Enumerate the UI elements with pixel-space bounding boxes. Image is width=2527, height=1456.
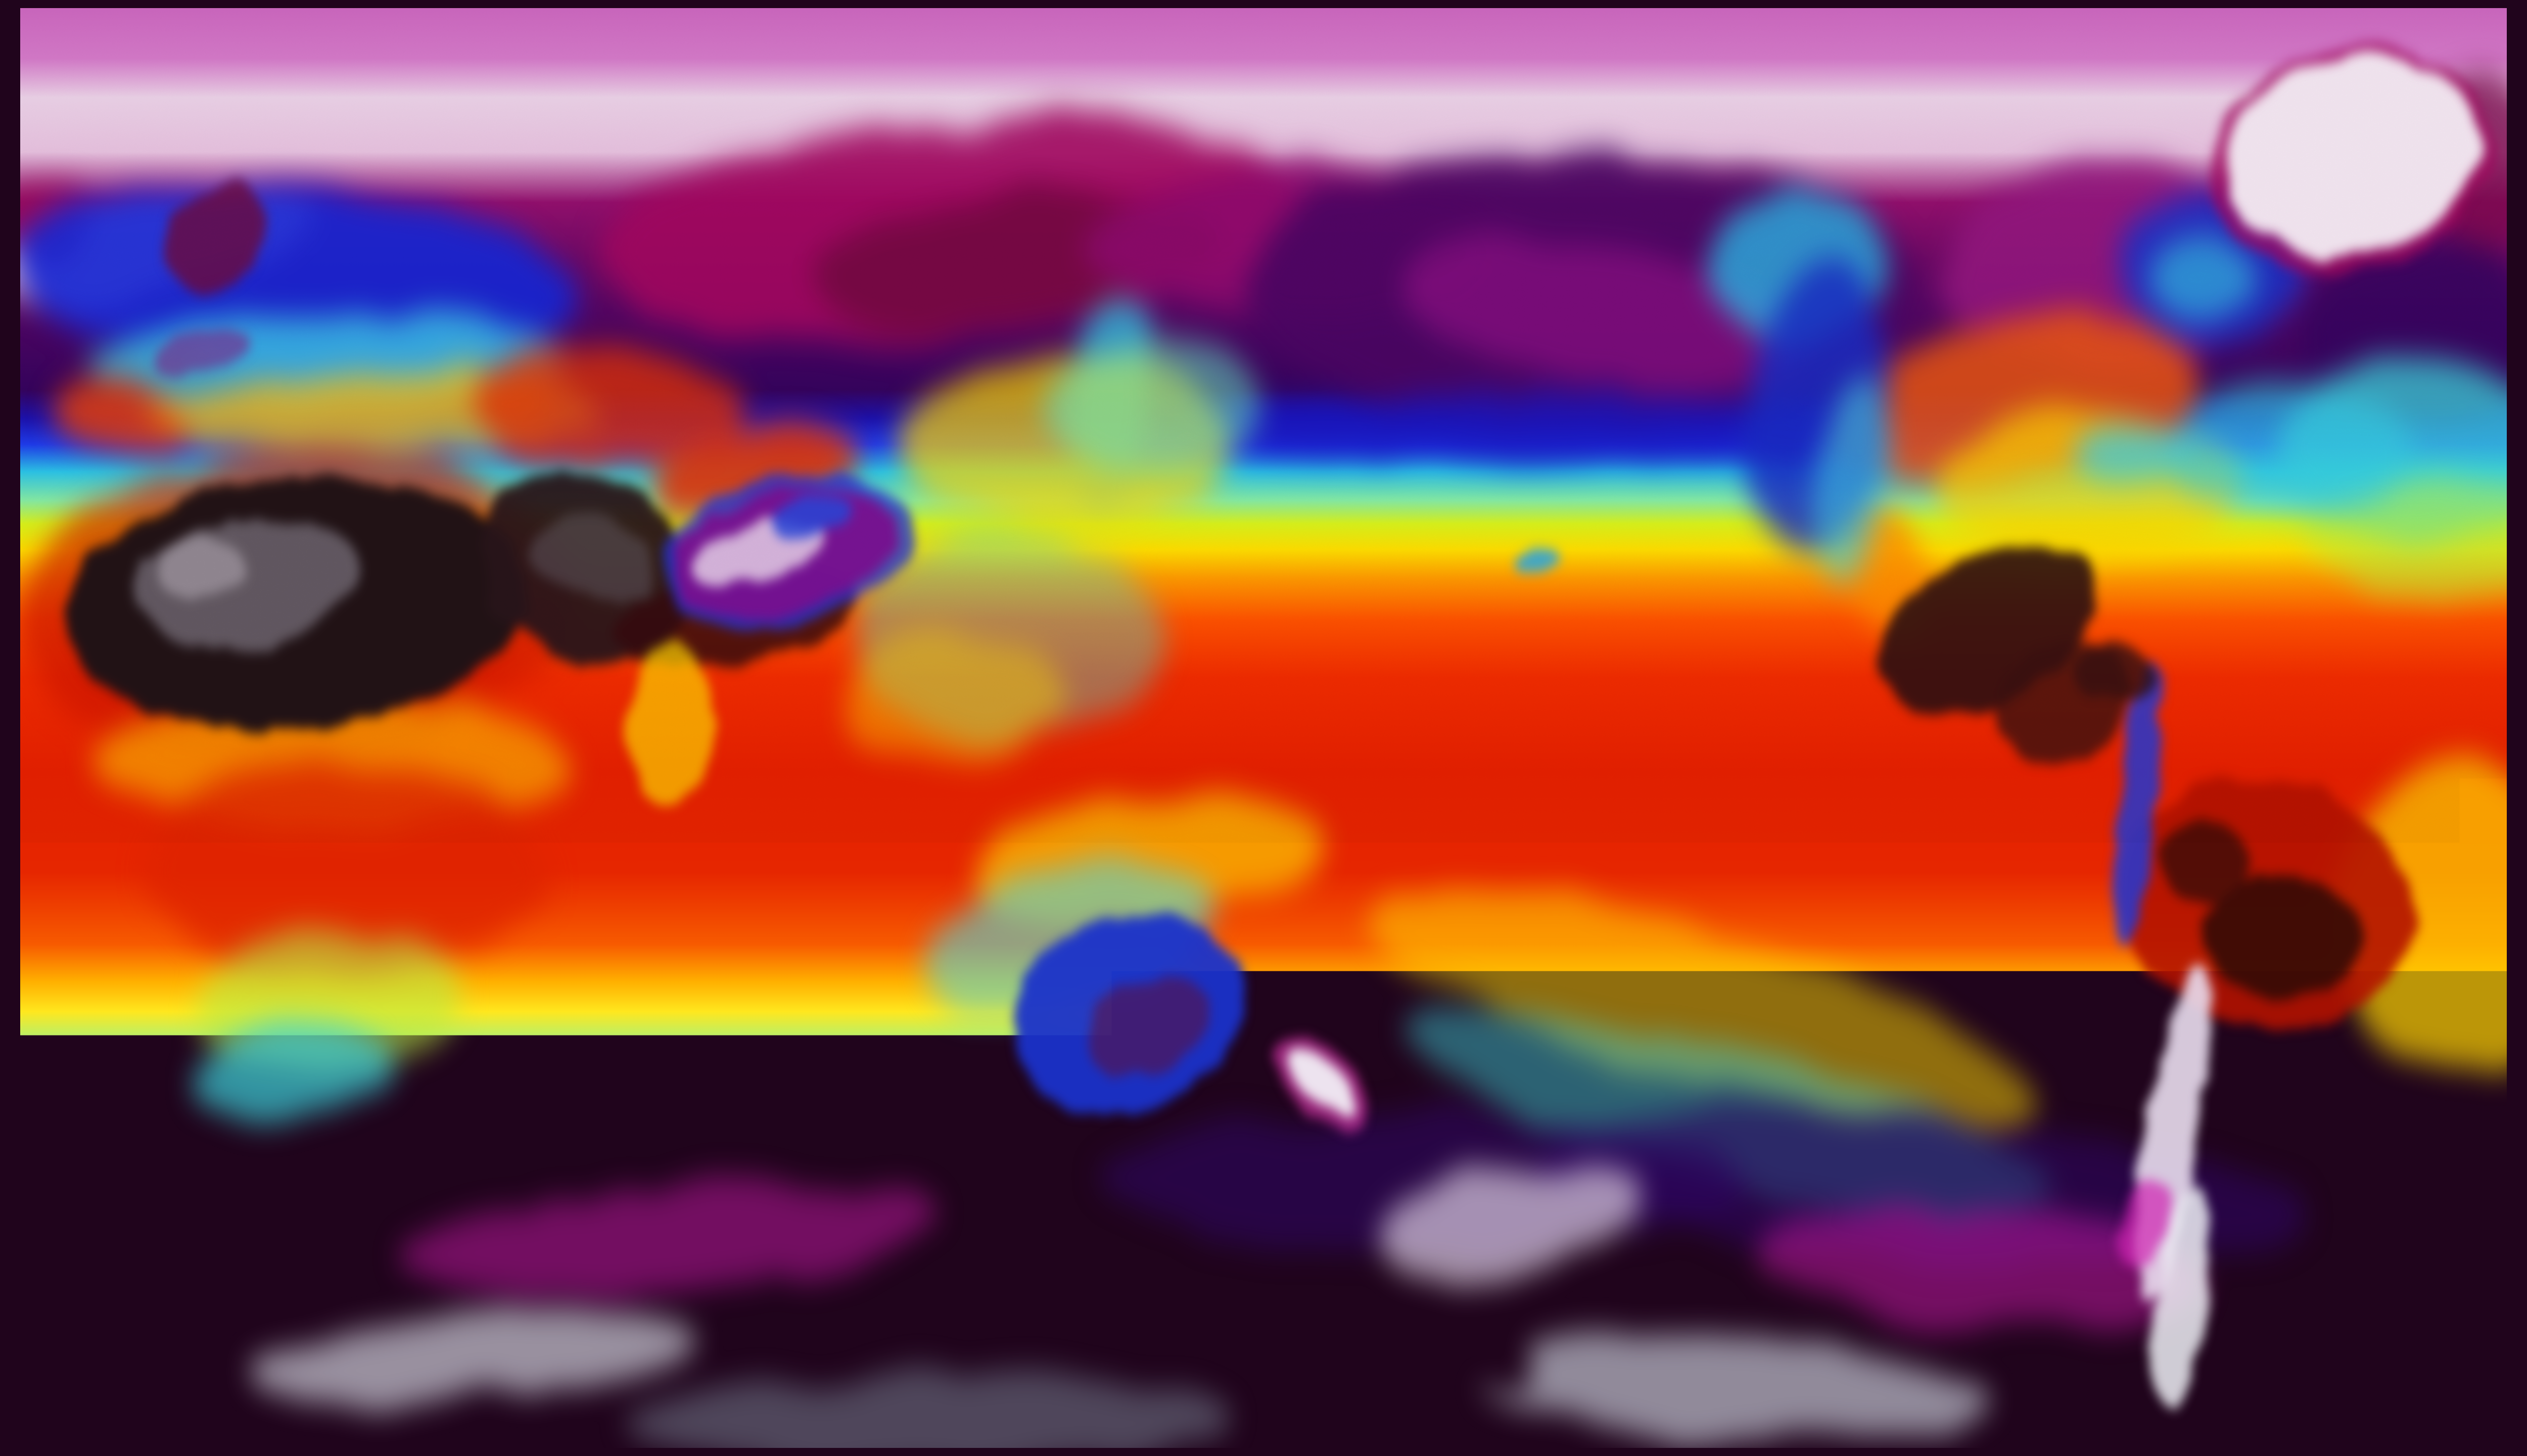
film-grain-overlay xyxy=(20,8,2507,1448)
map-canvas xyxy=(20,8,2507,1448)
global-temperature-map xyxy=(20,8,2507,1448)
